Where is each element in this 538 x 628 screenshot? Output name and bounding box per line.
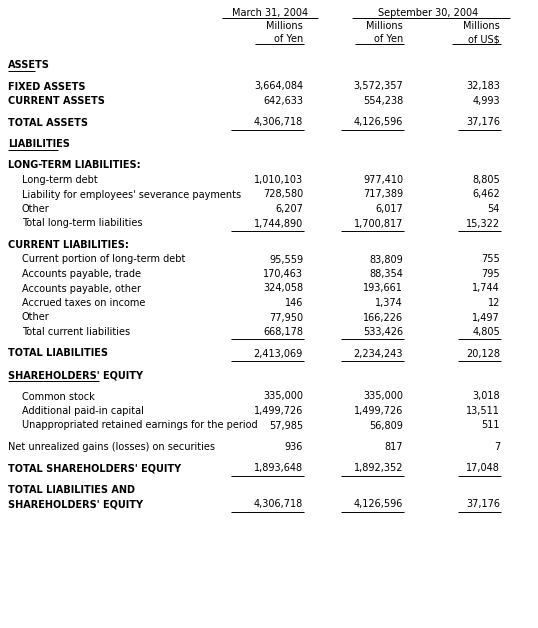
Text: 642,633: 642,633 xyxy=(263,96,303,106)
Text: 1,744,890: 1,744,890 xyxy=(254,219,303,229)
Text: 4,126,596: 4,126,596 xyxy=(353,499,403,509)
Text: of US$: of US$ xyxy=(468,34,500,44)
Text: Accounts payable, trade: Accounts payable, trade xyxy=(22,269,141,279)
Text: 32,183: 32,183 xyxy=(466,82,500,92)
Text: 4,805: 4,805 xyxy=(472,327,500,337)
Text: 4,126,596: 4,126,596 xyxy=(353,117,403,127)
Text: 1,499,726: 1,499,726 xyxy=(253,406,303,416)
Text: 2,234,243: 2,234,243 xyxy=(353,349,403,359)
Text: CURRENT LIABILITIES:: CURRENT LIABILITIES: xyxy=(8,240,129,250)
Text: 37,176: 37,176 xyxy=(466,499,500,509)
Text: SHAREHOLDERS' EQUITY: SHAREHOLDERS' EQUITY xyxy=(8,370,143,380)
Text: 1,700,817: 1,700,817 xyxy=(353,219,403,229)
Text: 57,985: 57,985 xyxy=(269,421,303,431)
Text: Total current liabilities: Total current liabilities xyxy=(22,327,130,337)
Text: of Yen: of Yen xyxy=(274,34,303,44)
Text: 170,463: 170,463 xyxy=(263,269,303,279)
Text: 6,207: 6,207 xyxy=(275,204,303,214)
Text: Millions: Millions xyxy=(366,21,403,31)
Text: 13,511: 13,511 xyxy=(466,406,500,416)
Text: 4,993: 4,993 xyxy=(472,96,500,106)
Text: 1,010,103: 1,010,103 xyxy=(254,175,303,185)
Text: 83,809: 83,809 xyxy=(369,254,403,264)
Text: 12: 12 xyxy=(487,298,500,308)
Text: CURRENT ASSETS: CURRENT ASSETS xyxy=(8,96,105,106)
Text: 146: 146 xyxy=(285,298,303,308)
Text: Accounts payable, other: Accounts payable, other xyxy=(22,283,141,293)
Text: 37,176: 37,176 xyxy=(466,117,500,127)
Text: 8,805: 8,805 xyxy=(472,175,500,185)
Text: 977,410: 977,410 xyxy=(363,175,403,185)
Text: Other: Other xyxy=(22,313,49,323)
Text: FIXED ASSETS: FIXED ASSETS xyxy=(8,82,86,92)
Text: 15,322: 15,322 xyxy=(466,219,500,229)
Text: 668,178: 668,178 xyxy=(263,327,303,337)
Text: 2,413,069: 2,413,069 xyxy=(254,349,303,359)
Text: TOTAL LIABILITIES: TOTAL LIABILITIES xyxy=(8,349,108,359)
Text: 193,661: 193,661 xyxy=(363,283,403,293)
Text: Additional paid-in capital: Additional paid-in capital xyxy=(22,406,144,416)
Text: Current portion of long-term debt: Current portion of long-term debt xyxy=(22,254,186,264)
Text: 6,462: 6,462 xyxy=(472,190,500,200)
Text: 54: 54 xyxy=(487,204,500,214)
Text: Common stock: Common stock xyxy=(22,391,95,401)
Text: Total long-term liabilities: Total long-term liabilities xyxy=(22,219,143,229)
Text: 20,128: 20,128 xyxy=(466,349,500,359)
Text: 717,389: 717,389 xyxy=(363,190,403,200)
Text: Accrued taxes on income: Accrued taxes on income xyxy=(22,298,145,308)
Text: Millions: Millions xyxy=(463,21,500,31)
Text: TOTAL SHAREHOLDERS' EQUITY: TOTAL SHAREHOLDERS' EQUITY xyxy=(8,463,181,474)
Text: 335,000: 335,000 xyxy=(363,391,403,401)
Text: ASSETS: ASSETS xyxy=(8,60,50,70)
Text: 77,950: 77,950 xyxy=(269,313,303,323)
Text: Unappropriated retained earnings for the period: Unappropriated retained earnings for the… xyxy=(22,421,258,431)
Text: 936: 936 xyxy=(285,442,303,452)
Text: 817: 817 xyxy=(385,442,403,452)
Text: 1,744: 1,744 xyxy=(472,283,500,293)
Text: 4,306,718: 4,306,718 xyxy=(254,499,303,509)
Text: LONG-TERM LIABILITIES:: LONG-TERM LIABILITIES: xyxy=(8,161,140,170)
Text: 6,017: 6,017 xyxy=(375,204,403,214)
Text: 554,238: 554,238 xyxy=(363,96,403,106)
Text: 88,354: 88,354 xyxy=(369,269,403,279)
Text: TOTAL ASSETS: TOTAL ASSETS xyxy=(8,117,88,127)
Text: 511: 511 xyxy=(482,421,500,431)
Text: 166,226: 166,226 xyxy=(363,313,403,323)
Text: 3,018: 3,018 xyxy=(472,391,500,401)
Text: March 31, 2004: March 31, 2004 xyxy=(232,8,308,18)
Text: Net unrealized gains (losses) on securities: Net unrealized gains (losses) on securit… xyxy=(8,442,215,452)
Text: 1,892,352: 1,892,352 xyxy=(353,463,403,474)
Text: TOTAL LIABILITIES AND: TOTAL LIABILITIES AND xyxy=(8,485,135,495)
Text: 3,664,084: 3,664,084 xyxy=(254,82,303,92)
Text: 1,497: 1,497 xyxy=(472,313,500,323)
Text: SHAREHOLDERS' EQUITY: SHAREHOLDERS' EQUITY xyxy=(8,499,143,509)
Text: of Yen: of Yen xyxy=(374,34,403,44)
Text: 17,048: 17,048 xyxy=(466,463,500,474)
Text: LIABILITIES: LIABILITIES xyxy=(8,139,70,149)
Text: 3,572,357: 3,572,357 xyxy=(353,82,403,92)
Text: 4,306,718: 4,306,718 xyxy=(254,117,303,127)
Text: 728,580: 728,580 xyxy=(263,190,303,200)
Text: 1,374: 1,374 xyxy=(375,298,403,308)
Text: 56,809: 56,809 xyxy=(369,421,403,431)
Text: September 30, 2004: September 30, 2004 xyxy=(378,8,478,18)
Text: Liability for employees' severance payments: Liability for employees' severance payme… xyxy=(22,190,241,200)
Text: 755: 755 xyxy=(482,254,500,264)
Text: 335,000: 335,000 xyxy=(263,391,303,401)
Text: Millions: Millions xyxy=(266,21,303,31)
Text: 1,499,726: 1,499,726 xyxy=(353,406,403,416)
Text: 1,893,648: 1,893,648 xyxy=(254,463,303,474)
Text: 95,559: 95,559 xyxy=(269,254,303,264)
Text: Other: Other xyxy=(22,204,49,214)
Text: 533,426: 533,426 xyxy=(363,327,403,337)
Text: 324,058: 324,058 xyxy=(263,283,303,293)
Text: 795: 795 xyxy=(482,269,500,279)
Text: 7: 7 xyxy=(494,442,500,452)
Text: Long-term debt: Long-term debt xyxy=(22,175,98,185)
